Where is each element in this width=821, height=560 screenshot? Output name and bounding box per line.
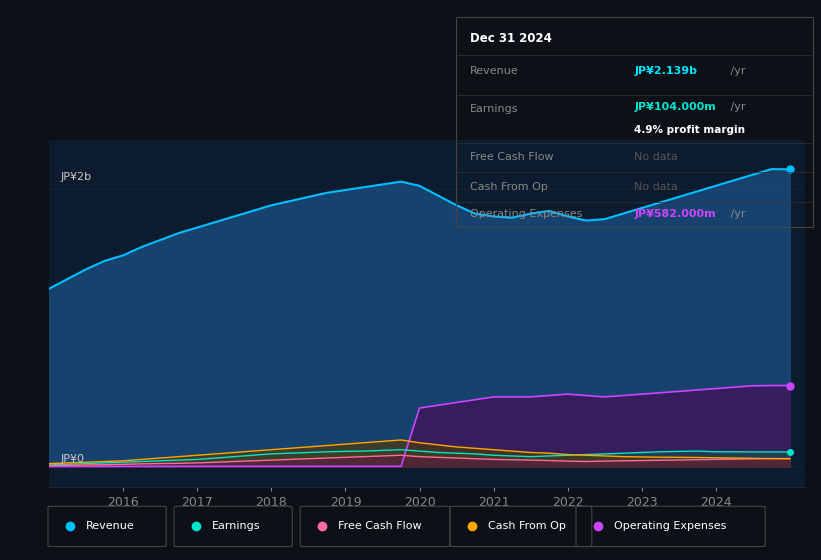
Text: Cash From Op: Cash From Op (470, 182, 548, 192)
Text: Free Cash Flow: Free Cash Flow (470, 152, 553, 162)
Text: Operating Expenses: Operating Expenses (614, 521, 727, 531)
Text: Operating Expenses: Operating Expenses (470, 209, 582, 219)
Text: 4.9% profit margin: 4.9% profit margin (635, 125, 745, 135)
Text: Dec 31 2024: Dec 31 2024 (470, 31, 552, 44)
Text: /yr: /yr (727, 67, 745, 76)
Text: JP¥104.000m: JP¥104.000m (635, 102, 716, 112)
Text: Earnings: Earnings (212, 521, 260, 531)
Text: No data: No data (635, 182, 678, 192)
Text: JP¥2b: JP¥2b (61, 172, 91, 181)
Text: Revenue: Revenue (85, 521, 135, 531)
Text: Free Cash Flow: Free Cash Flow (338, 521, 422, 531)
Text: Earnings: Earnings (470, 104, 518, 114)
Text: /yr: /yr (727, 102, 745, 112)
Text: JP¥2.139b: JP¥2.139b (635, 67, 697, 76)
Text: Cash From Op: Cash From Op (488, 521, 566, 531)
Text: Revenue: Revenue (470, 67, 519, 76)
Text: JP¥582.000m: JP¥582.000m (635, 209, 716, 219)
Text: JP¥0: JP¥0 (61, 454, 85, 464)
Text: /yr: /yr (727, 209, 745, 219)
Text: No data: No data (635, 152, 678, 162)
